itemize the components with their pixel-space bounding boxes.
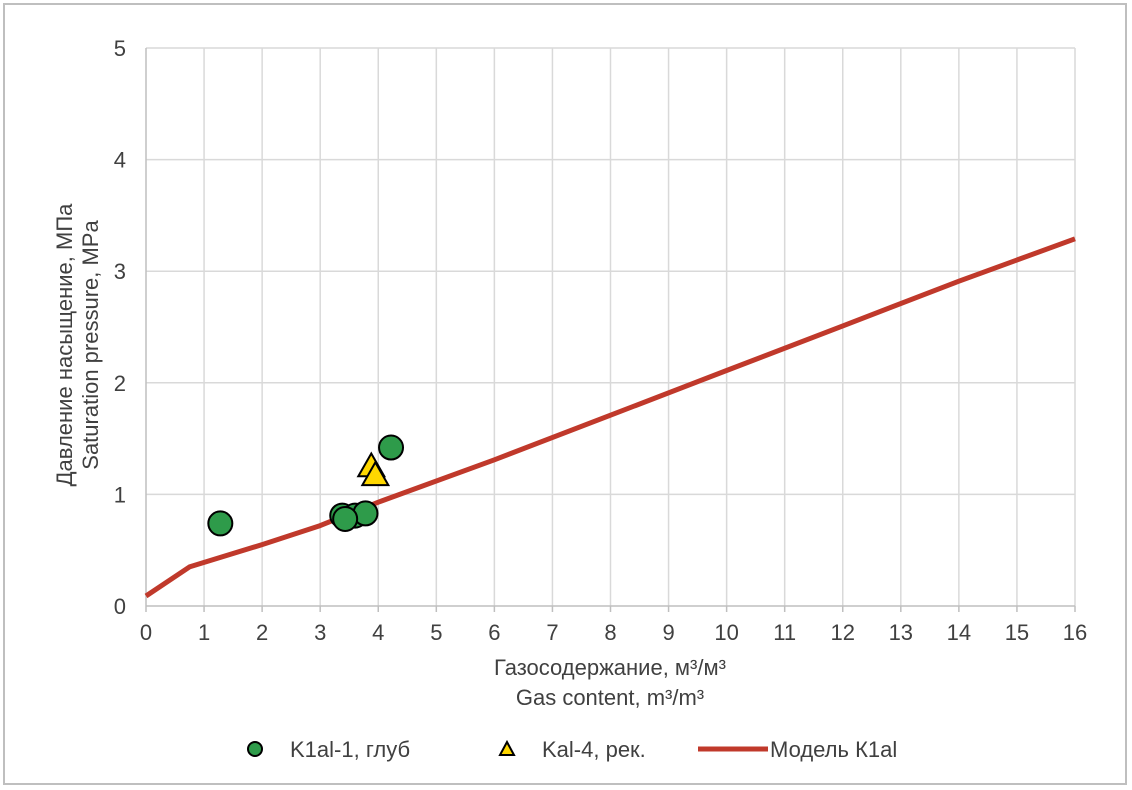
x-tick-label: 16 (1063, 620, 1087, 645)
x-tick-label: 14 (947, 620, 971, 645)
x-tick-label: 5 (430, 620, 442, 645)
x-tick-label: 13 (889, 620, 913, 645)
x-tick-label: 7 (546, 620, 558, 645)
x-axis-title-en: Gas content, m³/m³ (516, 685, 704, 710)
x-tick-label: 9 (662, 620, 674, 645)
legend-circle-marker-icon (247, 741, 263, 757)
y-tick-label: 2 (114, 371, 126, 396)
y-tick-label: 3 (114, 259, 126, 284)
x-tick-label: 12 (831, 620, 855, 645)
x-tick-label: 1 (198, 620, 210, 645)
x-tick-label: 2 (256, 620, 268, 645)
y-tick-label: 0 (114, 594, 126, 619)
x-tick-label: 4 (372, 620, 384, 645)
data-point-circle (378, 434, 405, 461)
chart-frame (3, 3, 1127, 785)
x-tick-label: 6 (488, 620, 500, 645)
legend-triangle-marker-icon (498, 739, 516, 756)
model-line (144, 236, 1076, 599)
legend-item-series-3[interactable]: Модель К1al (698, 737, 897, 762)
y-tick-label: 5 (114, 36, 126, 61)
x-tick-label: 10 (714, 620, 738, 645)
axes (145, 48, 1076, 612)
x-tick-label: 8 (604, 620, 616, 645)
x-axis-title-ru: Газосодержание, м³/м³ (494, 655, 726, 680)
grid-lines (146, 47, 1076, 606)
legend-label-series-2: Kal-4, рек. (542, 737, 646, 762)
data-point-circle (207, 510, 234, 537)
legend: K1al-1, глуб Kal-4, рек. Модель К1al (247, 737, 897, 762)
data-points (207, 434, 405, 537)
y-tick-label: 1 (114, 482, 126, 507)
x-tick-label: 3 (314, 620, 326, 645)
legend-label-series-3: Модель К1al (770, 737, 897, 762)
x-tick-label: 15 (1005, 620, 1029, 645)
model-line-layer (144, 236, 1076, 599)
legend-item-series-1[interactable]: K1al-1, глуб (247, 737, 410, 762)
data-point-circle (332, 505, 359, 532)
x-tick-label: 0 (140, 620, 152, 645)
legend-item-series-2[interactable]: Kal-4, рек. (498, 737, 646, 762)
y-axis-title-en: Saturation pressure, MPa (78, 220, 103, 470)
data-point-triangle (360, 460, 391, 487)
y-tick-label: 4 (114, 148, 126, 173)
legend-label-series-1: K1al-1, глуб (290, 737, 410, 762)
x-tick-label: 11 (773, 620, 796, 645)
y-axis-title-ru: Давление насыщение, МПа (52, 203, 77, 486)
